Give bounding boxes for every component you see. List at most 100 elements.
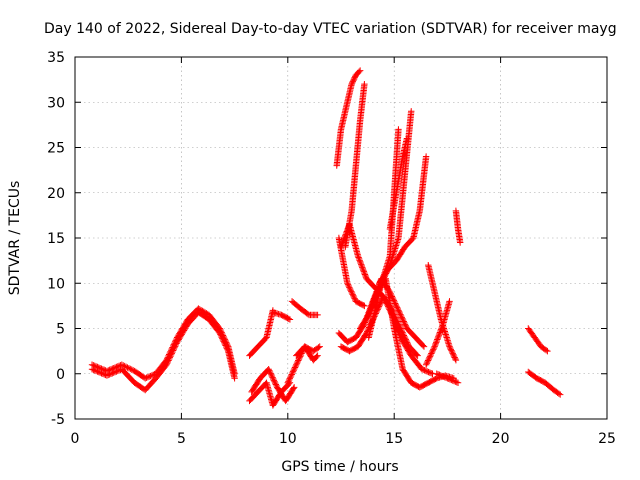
data-point [424,358,431,366]
data-point [265,366,272,373]
y-axis-label: SDTVAR / TECUs [7,181,23,296]
data-point [371,293,379,301]
data-point [103,372,111,379]
data-point [361,302,368,310]
data-point [94,368,101,375]
data-point [356,257,363,264]
data-point [364,312,372,320]
data-point [88,366,96,373]
data-point [436,371,443,379]
data-point [394,305,402,313]
data-point [127,365,134,373]
data-point [394,318,401,325]
data-point [444,375,451,382]
data-point [360,267,367,274]
data-point [400,318,407,325]
y-tick-label: 0 [56,367,65,383]
data-point [304,310,312,318]
data-point [398,328,406,335]
data-point [345,282,352,290]
data-point [452,356,460,364]
x-tick-label: 5 [177,431,186,447]
data-point [219,336,227,344]
data-point [369,301,376,309]
data-point [450,351,457,358]
data-point [555,390,563,397]
data-point [142,375,149,382]
data-point [344,281,352,288]
x-tick-label: 20 [492,431,510,447]
data-point [290,367,297,374]
data-point [438,323,446,331]
x-tick-label: 15 [385,431,403,447]
x-tick-label: 10 [279,431,297,447]
data-point [423,360,430,367]
data-point [128,366,135,373]
data-point [167,353,174,360]
data-point [348,289,356,297]
data-point [431,343,438,350]
data-point [453,379,460,386]
data-point [439,322,446,329]
data-point [111,368,119,376]
data-point [393,303,400,310]
data-point [434,336,441,343]
data-point [441,373,448,381]
data-point [358,262,365,270]
data-point [287,372,295,380]
data-point [431,341,439,349]
data-point [285,376,293,384]
data-point [440,373,447,380]
data-point [295,355,303,363]
data-point [372,292,379,299]
data-point [373,289,381,297]
data-point [438,372,446,380]
data-point [371,295,378,302]
data-point [401,319,408,327]
data-point [401,321,409,328]
data-point [290,385,297,392]
data-point [427,351,434,359]
data-point [150,371,157,379]
data-point [286,316,294,323]
data-point [163,360,171,367]
data-point [144,373,152,381]
data-point [146,373,153,380]
data-point [172,341,180,349]
data-point [268,371,275,378]
data-point [92,367,100,375]
data-point [425,368,432,376]
data-point [289,368,297,375]
data-point [446,343,453,350]
data-point [349,291,356,298]
data-point [347,287,354,294]
data-point [217,332,225,340]
data-point [268,372,276,380]
chart-title: Day 140 of 2022, Sidereal Day-to-day VTE… [44,21,617,37]
data-point [221,340,229,348]
data-point [356,258,364,265]
data-point [429,347,436,354]
data-point [350,293,358,301]
data-point [295,357,302,364]
data-point [271,379,279,387]
data-point [358,261,365,268]
data-point [294,358,301,366]
data-point [402,322,409,329]
data-point [395,126,402,133]
data-point [361,80,368,88]
data-points [88,67,564,409]
data-point [403,135,411,142]
data-point [359,302,367,309]
data-point [372,291,380,298]
data-point [314,352,321,359]
data-point [272,381,280,388]
data-point [434,371,442,378]
data-point [315,344,322,351]
data-point [222,342,229,349]
data-point [291,364,299,371]
data-point [148,372,156,379]
data-point [397,311,404,318]
data-point [124,364,131,371]
data-point [344,280,351,287]
